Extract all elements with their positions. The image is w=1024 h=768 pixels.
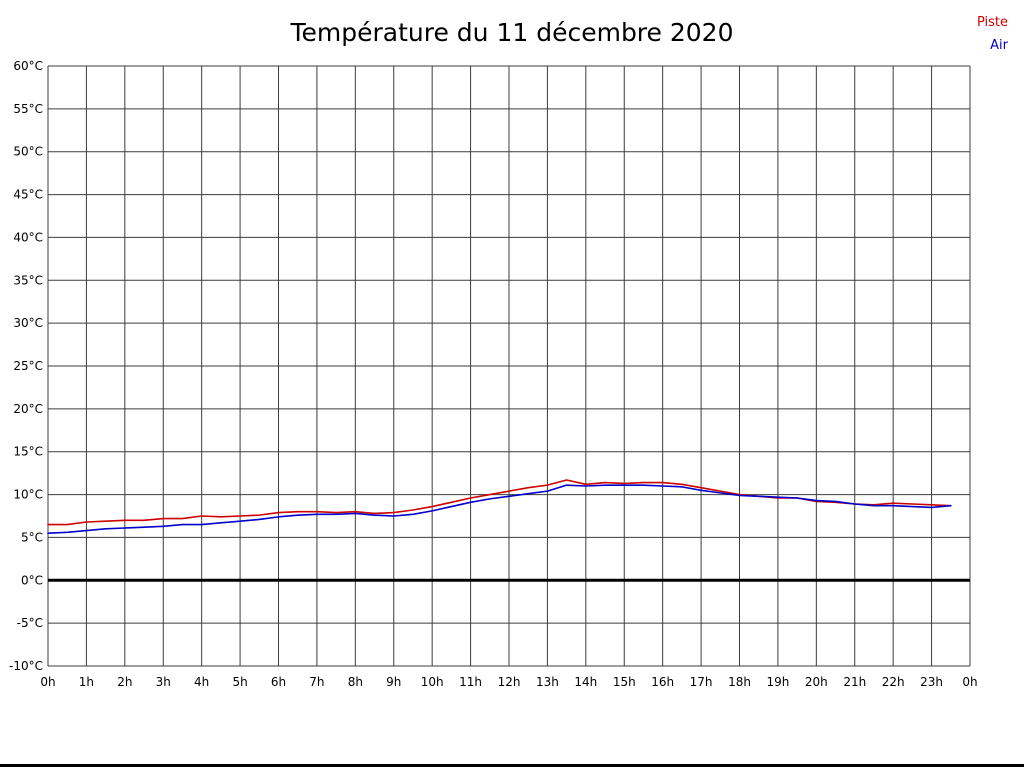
y-tick-label: 0°C [21, 573, 43, 587]
y-tick-label: 10°C [13, 488, 43, 502]
x-tick-label: 22h [882, 675, 905, 689]
x-tick-label: 23h [920, 675, 943, 689]
x-tick-label: 18h [728, 675, 751, 689]
x-tick-label: 17h [690, 675, 713, 689]
legend-item-air: Air [990, 37, 1008, 53]
x-tick-label: 16h [651, 675, 674, 689]
x-tick-label: 11h [459, 675, 482, 689]
x-tick-label: 0h [40, 675, 55, 689]
y-tick-label: -5°C [17, 616, 43, 630]
x-tick-label: 5h [232, 675, 247, 689]
x-tick-label: 20h [805, 675, 828, 689]
x-tick-label: 3h [156, 675, 171, 689]
x-tick-label: 6h [271, 675, 286, 689]
y-tick-label: 15°C [13, 445, 43, 459]
x-tick-label: 9h [386, 675, 401, 689]
y-tick-label: 55°C [13, 102, 43, 116]
y-tick-label: 40°C [13, 230, 43, 244]
air-series-line [47, 484, 952, 534]
x-tick-label: 8h [348, 675, 363, 689]
y-tick-label: 5°C [21, 530, 43, 544]
chart-title: Température du 11 décembre 2020 [290, 18, 734, 47]
y-tick-label: 25°C [13, 359, 43, 373]
bottom-border-line [0, 764, 1024, 767]
y-tick-label: -10°C [9, 659, 43, 673]
x-tick-label: 12h [498, 675, 521, 689]
y-tick-label: 30°C [13, 316, 43, 330]
x-tick-label: 19h [766, 675, 789, 689]
x-tick-label: 10h [421, 675, 444, 689]
y-tick-label: 20°C [13, 402, 43, 416]
x-tick-label: 13h [536, 675, 559, 689]
legend-item-piste: Piste [976, 15, 1008, 30]
x-tick-label: 4h [194, 675, 209, 689]
x-tick-label: 1h [79, 675, 94, 689]
y-tick-label: 60°C [13, 59, 43, 73]
x-tick-label: 21h [843, 675, 866, 689]
x-tick-label: 15h [613, 675, 636, 689]
y-tick-label: 45°C [13, 188, 43, 202]
piste-series-line [47, 479, 952, 526]
x-tick-label: 14h [574, 675, 597, 689]
x-tick-label: 2h [117, 675, 132, 689]
chart-legend: Piste Air [977, 12, 1008, 58]
x-tick-label: 0h [962, 675, 977, 689]
x-tick-label: 7h [309, 675, 324, 689]
y-tick-label: 35°C [13, 273, 43, 287]
y-tick-label: 50°C [13, 145, 43, 159]
